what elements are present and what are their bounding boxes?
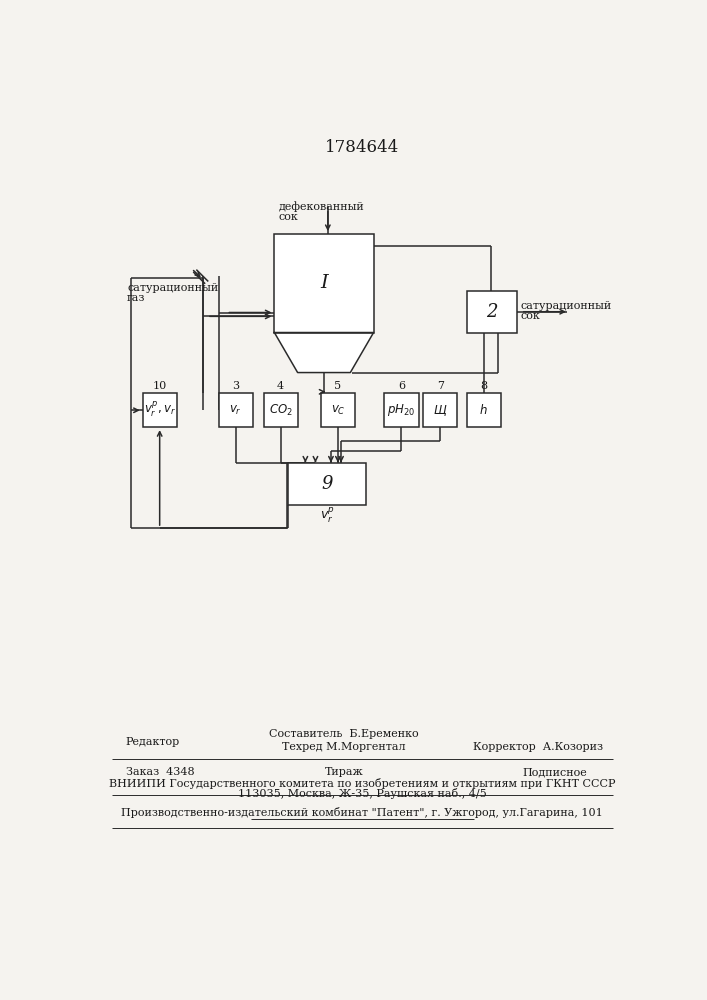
Text: 6: 6 <box>398 381 405 391</box>
Text: сатурационный: сатурационный <box>521 301 612 311</box>
Bar <box>288 463 366 505</box>
Text: дефекованный: дефекованный <box>279 202 364 212</box>
Bar <box>467 291 517 333</box>
Bar <box>218 393 252 427</box>
Text: газ: газ <box>127 293 146 303</box>
Text: Техред М.Моргентал: Техред М.Моргентал <box>282 742 406 752</box>
Text: 9: 9 <box>321 475 333 493</box>
Text: Подписное: Подписное <box>522 767 587 777</box>
Text: 5: 5 <box>334 381 341 391</box>
Text: $v_r$: $v_r$ <box>229 404 242 417</box>
Bar <box>321 393 355 427</box>
Text: Корректор  А.Козориз: Корректор А.Козориз <box>473 742 603 752</box>
Bar <box>264 393 298 427</box>
Text: $v_C$: $v_C$ <box>331 404 345 417</box>
Text: 113035, Москва, Ж-35, Раушская наб., 4/5: 113035, Москва, Ж-35, Раушская наб., 4/5 <box>238 788 486 799</box>
Text: 10: 10 <box>153 381 167 391</box>
Bar <box>274 234 373 333</box>
Text: 1784644: 1784644 <box>325 139 399 156</box>
Bar <box>385 393 419 427</box>
Text: I: I <box>320 274 328 292</box>
Text: Тираж: Тираж <box>325 767 363 777</box>
Text: ВНИИПИ Государственного комитета по изобретениям и открытиям при ГКНТ СССР: ВНИИПИ Государственного комитета по изоб… <box>109 778 615 789</box>
Text: $Щ$: $Щ$ <box>433 403 448 418</box>
Text: сок: сок <box>279 212 298 222</box>
Text: Заказ  4348: Заказ 4348 <box>126 767 194 777</box>
Text: $v_r^p, v_r$: $v_r^p, v_r$ <box>144 401 175 419</box>
Text: $pH_{20}$: $pH_{20}$ <box>387 402 416 418</box>
Polygon shape <box>274 333 373 373</box>
Text: 8: 8 <box>480 381 487 391</box>
Text: Производственно-издательский комбинат "Патент", г. Ужгород, ул.Гагарина, 101: Производственно-издательский комбинат "П… <box>121 808 603 818</box>
Text: 3: 3 <box>232 381 239 391</box>
Bar <box>143 393 177 427</box>
Text: сатурационный: сатурационный <box>127 283 218 293</box>
Text: 7: 7 <box>437 381 444 391</box>
Text: 4: 4 <box>277 381 284 391</box>
Bar <box>423 393 457 427</box>
Text: $CO_2$: $CO_2$ <box>269 403 293 418</box>
Text: Редактор: Редактор <box>126 737 180 747</box>
Text: сок: сок <box>521 311 541 321</box>
Text: Составитель  Б.Еременко: Составитель Б.Еременко <box>269 729 419 739</box>
Text: 2: 2 <box>486 303 498 321</box>
Text: $v_r^p$: $v_r^p$ <box>320 507 334 525</box>
Text: $h$: $h$ <box>479 403 488 417</box>
Bar <box>467 393 501 427</box>
